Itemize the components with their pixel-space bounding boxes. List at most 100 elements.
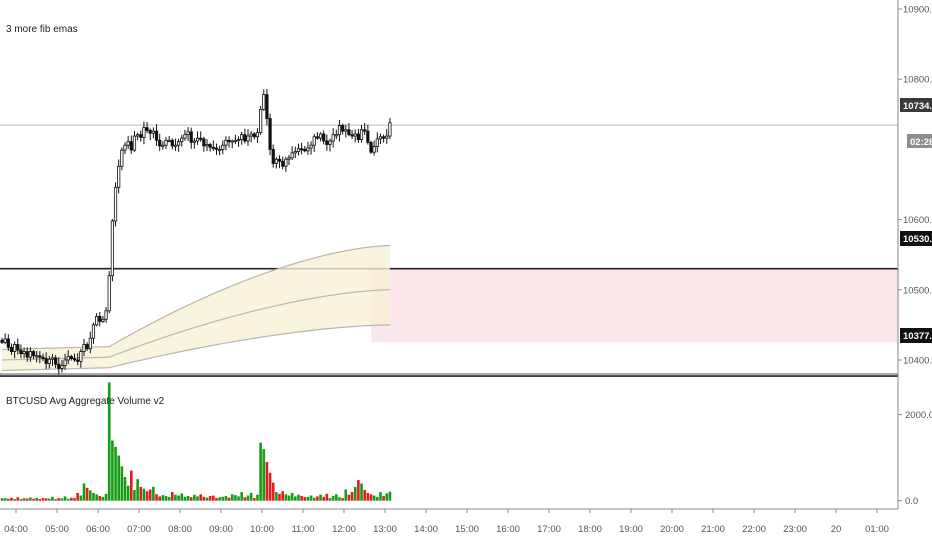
candle-body — [233, 139, 237, 142]
volume-bar — [107, 382, 111, 501]
candle-body — [271, 148, 275, 164]
volume-bar — [189, 497, 193, 501]
time-axis[interactable]: 04:00 05:00 06:00 07:00 08:00 09:00 10:00 11:00… — [4, 509, 889, 535]
candle — [281, 156, 285, 170]
candle — [95, 313, 99, 327]
chart-frame — [0, 0, 899, 510]
candle — [369, 140, 373, 155]
candle-body — [195, 137, 200, 142]
time-tick-label: 22:00 — [742, 524, 766, 535]
candle — [296, 143, 301, 156]
candle-body — [95, 316, 99, 326]
candle-body — [296, 148, 301, 152]
candle — [9, 343, 14, 355]
time-tick-label: 11:00 — [291, 524, 314, 535]
volume-bar — [347, 494, 351, 501]
price-axis[interactable]: 10900.0 10800.0 10600.0 10500.0 10400.0 2000.… — [898, 5, 932, 508]
volume-bar — [196, 496, 199, 501]
candle — [173, 138, 178, 151]
candle-body — [205, 144, 209, 147]
volume-bar — [76, 492, 79, 501]
volume-bar — [142, 488, 146, 501]
candle-body — [161, 144, 165, 147]
candle-body — [13, 344, 17, 352]
candle-body — [341, 125, 345, 132]
volume-bar — [114, 446, 117, 501]
candle — [44, 352, 48, 370]
candle — [132, 131, 137, 153]
candle-body — [227, 139, 231, 143]
volume-bar — [120, 466, 124, 501]
countdown-label: 02:28 — [910, 137, 932, 148]
candle-body — [309, 144, 313, 149]
candle — [271, 144, 275, 168]
volume-bar — [136, 479, 139, 501]
price-tick-label: 10600.0 — [903, 215, 932, 226]
candle-body — [148, 130, 152, 134]
candle — [284, 156, 288, 172]
candle — [240, 131, 244, 145]
candlesticks — [0, 88, 392, 375]
candle — [50, 354, 55, 367]
volume-bar — [167, 496, 171, 501]
candle — [28, 347, 32, 362]
candle — [388, 117, 392, 140]
candle-body — [277, 158, 282, 162]
price-pane[interactable]: 3 more fib emas — [0, 24, 898, 377]
candle — [117, 159, 121, 194]
volume-bar — [183, 496, 187, 501]
volume-bar — [111, 440, 114, 501]
time-tick-label: 23:00 — [783, 524, 807, 535]
candle-body — [378, 136, 383, 140]
volume-bar — [221, 496, 225, 501]
volume-bar — [325, 493, 329, 501]
level-tag-upper: 10530.0 — [900, 231, 932, 246]
volume-pane[interactable]: BTCUSD Avg Aggregate Volume v2 — [0, 382, 392, 501]
volume-bar — [357, 480, 360, 501]
candle-body — [344, 129, 348, 132]
volume-bar — [205, 497, 209, 501]
candle — [85, 342, 89, 351]
candle-body — [132, 135, 137, 151]
volume-bar — [57, 498, 61, 501]
volume-bar — [240, 492, 243, 501]
candle — [224, 136, 228, 151]
time-tick-label: 04:00 — [4, 524, 28, 535]
candle-body — [57, 363, 61, 369]
candle-body — [3, 338, 7, 343]
candle — [38, 350, 42, 364]
volume-bar — [186, 495, 190, 501]
volume-bar — [177, 495, 180, 501]
volume-bar — [79, 495, 83, 501]
candle-body — [359, 129, 364, 140]
candle — [309, 141, 313, 155]
candle-body — [300, 148, 304, 151]
candle — [202, 136, 206, 152]
candle — [19, 344, 23, 359]
candle-body — [363, 129, 367, 132]
candle — [60, 360, 64, 373]
candle-body — [79, 351, 83, 362]
volume-bar — [388, 491, 392, 501]
candle — [199, 131, 203, 142]
volume-bar — [123, 477, 127, 501]
candle — [54, 355, 58, 369]
volume-bar — [306, 496, 310, 501]
candle — [16, 338, 20, 355]
volume-bar — [212, 495, 215, 501]
candle-body — [208, 144, 212, 148]
volume-bar — [253, 498, 256, 501]
candle — [183, 129, 187, 141]
candle-body — [129, 141, 133, 151]
candle — [6, 334, 10, 351]
candle — [331, 128, 335, 148]
volume-tick-label: 0.0 — [905, 496, 918, 507]
candle — [180, 134, 184, 147]
candle-body — [259, 108, 263, 133]
candle — [337, 119, 342, 142]
candle — [262, 89, 266, 111]
time-tick-label: 17:00 — [537, 524, 561, 535]
volume-bar — [366, 492, 370, 501]
candle-body — [382, 136, 386, 139]
